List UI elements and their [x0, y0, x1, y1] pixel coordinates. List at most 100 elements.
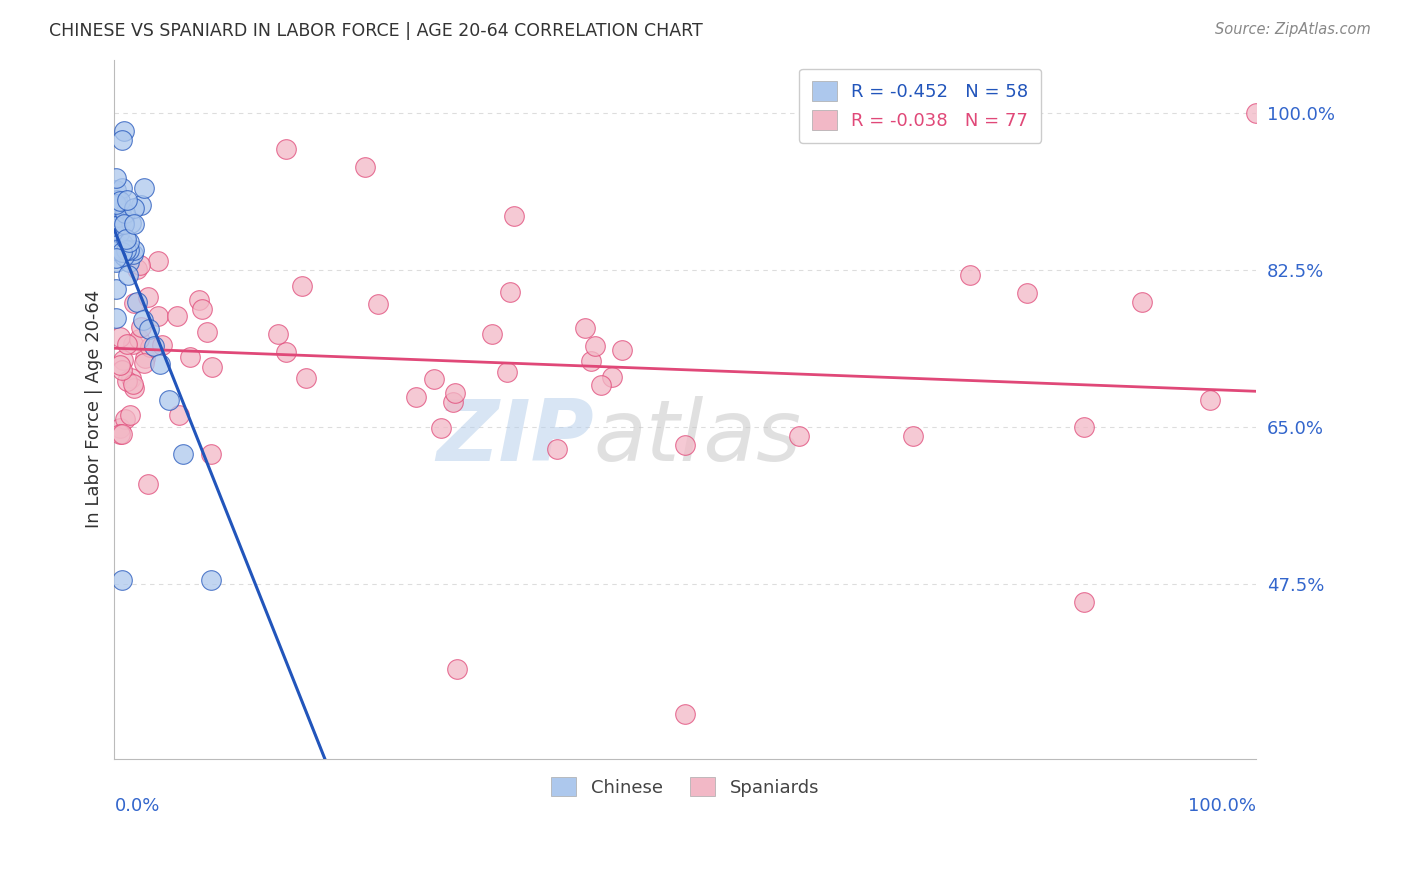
Point: [354, 160, 377, 174]
Point: [112, 124, 135, 138]
Point: [143, 339, 166, 353]
Point: [107, 215, 129, 229]
Point: [1130, 294, 1153, 309]
Point: [104, 170, 127, 185]
Point: [673, 706, 696, 721]
Point: [132, 312, 155, 326]
Point: [146, 309, 169, 323]
Point: [117, 243, 139, 257]
Point: [111, 573, 134, 587]
Point: [111, 363, 134, 377]
Point: [124, 201, 146, 215]
Legend: Chinese, Spaniards: Chinese, Spaniards: [538, 764, 832, 809]
Point: [546, 442, 568, 456]
Point: [114, 412, 136, 426]
Point: [125, 262, 148, 277]
Point: [121, 247, 143, 261]
Point: [124, 381, 146, 395]
Text: ZIP: ZIP: [436, 396, 593, 479]
Point: [903, 429, 925, 443]
Point: [267, 326, 290, 341]
Point: [127, 294, 149, 309]
Point: [117, 268, 139, 282]
Point: [146, 253, 169, 268]
Point: [107, 237, 129, 252]
Point: [574, 321, 596, 335]
Point: [444, 385, 467, 400]
Point: [187, 293, 209, 308]
Point: [499, 285, 522, 299]
Point: [136, 290, 159, 304]
Point: [117, 254, 139, 268]
Point: [201, 359, 224, 374]
Point: [104, 197, 127, 211]
Point: [422, 371, 444, 385]
Point: [120, 409, 142, 423]
Point: [104, 219, 127, 233]
Point: [111, 236, 134, 251]
Point: [134, 351, 156, 365]
Point: [122, 296, 145, 310]
Point: [115, 244, 138, 258]
Point: [179, 350, 201, 364]
Point: [446, 662, 468, 676]
Point: [107, 194, 129, 208]
Point: [110, 205, 132, 219]
Point: [612, 343, 634, 357]
Text: 100.0%: 100.0%: [1188, 797, 1256, 815]
Point: [1244, 106, 1267, 120]
Point: [600, 369, 623, 384]
Point: [1017, 285, 1039, 300]
Point: [105, 255, 128, 269]
Point: [274, 142, 297, 156]
Point: [111, 133, 134, 147]
Point: [129, 198, 152, 212]
Point: [111, 426, 134, 441]
Point: [169, 408, 191, 422]
Point: [481, 326, 503, 341]
Point: [128, 258, 150, 272]
Point: [115, 232, 138, 246]
Point: [104, 311, 127, 326]
Point: [128, 332, 150, 346]
Point: [200, 573, 222, 587]
Point: [673, 438, 696, 452]
Point: [111, 240, 134, 254]
Point: [104, 214, 127, 228]
Point: [115, 337, 138, 351]
Point: [111, 211, 134, 225]
Point: [120, 216, 142, 230]
Point: [104, 196, 127, 211]
Point: [295, 370, 318, 384]
Point: [496, 365, 519, 379]
Point: [129, 320, 152, 334]
Point: [122, 376, 145, 391]
Point: [122, 243, 145, 257]
Point: [104, 251, 127, 265]
Point: [274, 345, 297, 359]
Point: [1199, 393, 1222, 408]
Point: [367, 297, 389, 311]
Point: [132, 180, 155, 194]
Point: [104, 243, 127, 257]
Point: [139, 340, 162, 354]
Point: [108, 359, 131, 373]
Point: [191, 301, 214, 316]
Point: [200, 447, 222, 461]
Point: [105, 202, 128, 216]
Point: [112, 353, 135, 368]
Point: [115, 193, 138, 207]
Point: [132, 356, 155, 370]
Point: [441, 395, 464, 409]
Point: [104, 282, 127, 296]
Point: [1073, 595, 1095, 609]
Point: [110, 244, 132, 259]
Point: [589, 378, 612, 392]
Point: [108, 427, 131, 442]
Point: [124, 217, 146, 231]
Point: [502, 210, 524, 224]
Text: CHINESE VS SPANIARD IN LABOR FORCE | AGE 20-64 CORRELATION CHART: CHINESE VS SPANIARD IN LABOR FORCE | AGE…: [49, 22, 703, 40]
Point: [108, 421, 131, 435]
Point: [112, 249, 135, 263]
Point: [291, 278, 314, 293]
